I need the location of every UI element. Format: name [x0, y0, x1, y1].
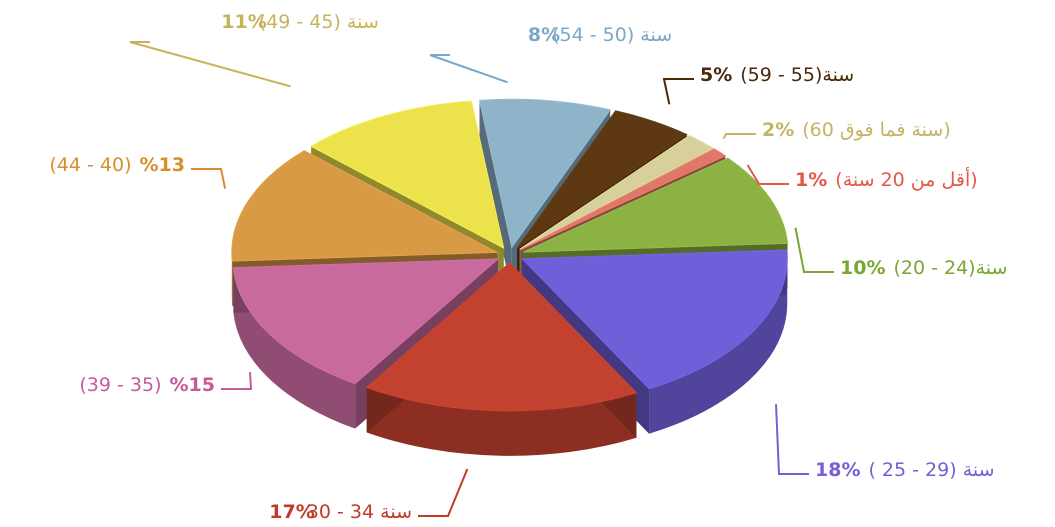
value-label: 2%	[762, 119, 794, 141]
value-label: %8	[528, 24, 560, 46]
leader-line	[662, 78, 694, 105]
slice	[522, 157, 789, 253]
value-label: 10%	[840, 257, 885, 279]
category-label: سنة (50 - 54)	[552, 24, 672, 46]
value-label: %13	[140, 154, 185, 176]
value-label: %17	[269, 501, 315, 523]
leader-line	[191, 168, 227, 189]
category-label: (59 - 55)سنة	[740, 64, 854, 86]
leader-line	[221, 372, 253, 390]
value-label: %15	[170, 374, 215, 396]
slice-wall	[479, 100, 512, 293]
value-label: 1%	[795, 169, 827, 191]
slice	[516, 110, 688, 249]
leader-line	[722, 133, 756, 140]
slice-label: سنة 34 - 30%17	[269, 501, 412, 523]
slice	[232, 258, 500, 385]
slice-label: 2% (60 سنة فما فوق)	[762, 119, 951, 141]
slice	[310, 100, 505, 249]
value-label: 5%	[700, 64, 732, 86]
slice-label: سنة (45 - 49)%11	[221, 11, 379, 33]
category-label: سنة 34 - 30	[307, 501, 412, 523]
category-label: سنة (45 - 49)	[259, 11, 379, 33]
slice-label: 10% (20 - 24)سنة	[840, 257, 1007, 279]
slice-side	[649, 258, 788, 434]
category-label: (20 - 24)سنة	[893, 257, 1007, 279]
slice	[519, 135, 715, 250]
value-label: 18%	[815, 459, 860, 481]
slice	[478, 98, 612, 249]
slice-label: 18% ( 25 - 29) سنة	[815, 459, 995, 481]
category-label: (44 - 40)	[49, 154, 131, 176]
leader-line	[794, 227, 834, 273]
leader-line	[418, 468, 469, 517]
category-label: (أقل من 20 سنة)	[835, 167, 977, 191]
slice-side	[233, 267, 356, 429]
slice	[365, 262, 638, 412]
category-label: ( 25 - 29) سنة	[868, 459, 994, 481]
slice	[231, 150, 499, 262]
slice-label: (44 - 40) %13	[49, 154, 185, 176]
slice	[520, 148, 727, 251]
slice-label: 5% (59 - 55)سنة	[700, 64, 854, 86]
category-label: (39 - 35)	[79, 374, 161, 396]
slice-label: (39 - 35) %15	[79, 374, 215, 396]
leader-line	[775, 404, 809, 475]
value-label: %11	[221, 11, 267, 33]
leader-line	[429, 54, 508, 84]
category-label: (60 سنة فما فوق)	[802, 119, 950, 141]
slice-label: سنة (50 - 54)%8	[528, 24, 672, 46]
leader-line	[746, 164, 789, 185]
leader-line	[129, 41, 291, 88]
slice-side	[366, 387, 637, 456]
slice	[521, 249, 788, 390]
slice-label: 1% (أقل من 20 سنة)	[795, 167, 978, 191]
